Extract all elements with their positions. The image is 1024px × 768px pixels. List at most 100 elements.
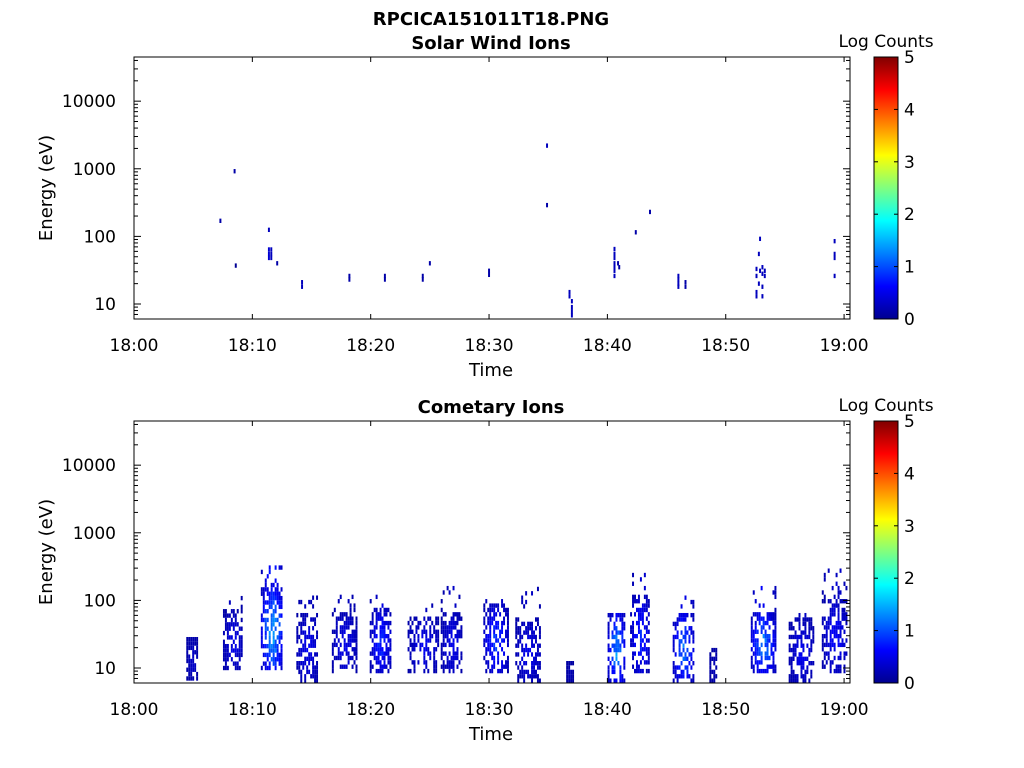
count-cell — [264, 661, 267, 666]
count-cell — [774, 594, 777, 600]
count-cell — [266, 609, 269, 614]
count-cell — [568, 678, 571, 683]
count-cell — [635, 668, 638, 674]
count-cell — [833, 647, 836, 652]
x-tick-label: 18:50 — [701, 700, 750, 720]
count-cell — [804, 621, 807, 627]
count-cell — [379, 638, 382, 643]
count-cell — [519, 626, 522, 631]
count-cell — [829, 638, 832, 643]
count-cell — [617, 639, 620, 644]
count-cell — [335, 629, 338, 634]
count-cell — [835, 572, 838, 578]
count-cell — [411, 642, 414, 648]
count-cell — [312, 634, 315, 640]
count-cell — [232, 639, 235, 644]
count-cell — [632, 581, 635, 586]
count-cell — [690, 630, 693, 635]
count-cell — [417, 625, 420, 630]
count-cell — [278, 604, 281, 610]
count-cell — [766, 620, 769, 626]
count-cell — [331, 664, 334, 669]
count-cell — [570, 661, 573, 666]
count-cell — [262, 591, 265, 596]
count-cell — [274, 587, 277, 592]
count-cell — [515, 621, 518, 627]
count-cell — [688, 639, 691, 644]
x-tick-label: 18:40 — [583, 336, 632, 356]
count-cell — [647, 612, 650, 617]
count-cell — [756, 664, 759, 669]
count-cell — [845, 616, 848, 621]
count-cell — [428, 261, 431, 266]
count-cell — [448, 660, 451, 665]
count-cell — [300, 599, 303, 605]
count-cell — [772, 616, 775, 621]
count-cell — [536, 617, 539, 622]
count-cell — [345, 664, 348, 669]
count-cell — [546, 202, 549, 208]
count-cell — [379, 664, 382, 669]
count-cell — [833, 255, 836, 261]
count-cell — [276, 587, 279, 592]
count-cell — [823, 651, 826, 656]
count-cell — [489, 642, 492, 648]
count-cell — [268, 661, 271, 666]
count-cell — [808, 634, 811, 640]
count-cell — [843, 668, 846, 674]
count-cell — [222, 630, 225, 636]
count-cell — [188, 654, 191, 659]
count-cell — [810, 643, 813, 648]
count-cell — [444, 651, 447, 656]
count-cell — [546, 143, 549, 148]
count-cell — [752, 633, 755, 639]
x-tick-label: 18:00 — [110, 336, 159, 356]
count-cell — [768, 612, 771, 617]
count-cell — [460, 655, 463, 661]
count-cell — [829, 647, 832, 652]
count-cell — [634, 642, 636, 648]
count-cell — [515, 630, 518, 635]
count-cell — [347, 620, 350, 626]
count-cell — [425, 647, 428, 652]
count-cell — [347, 642, 350, 648]
count-cell — [274, 648, 277, 653]
count-cell — [812, 630, 815, 635]
count-cell — [639, 651, 642, 656]
count-cell — [274, 657, 277, 662]
count-cell — [262, 652, 265, 658]
count-cell — [446, 625, 449, 630]
count-cell — [377, 642, 380, 648]
count-cell — [611, 665, 614, 670]
count-cell — [800, 665, 803, 670]
count-cell — [499, 642, 502, 648]
count-cell — [825, 633, 828, 639]
count-cell — [831, 625, 834, 630]
count-cell — [483, 642, 486, 648]
count-cell — [337, 599, 340, 604]
count-cell — [607, 656, 610, 661]
count-cell — [224, 661, 227, 666]
count-cell — [355, 647, 358, 652]
count-cell — [452, 647, 455, 652]
count-cell — [525, 643, 528, 648]
count-cell — [314, 621, 317, 627]
count-cell — [521, 599, 524, 605]
count-cell — [452, 625, 455, 630]
count-cell — [274, 565, 277, 570]
count-cell — [234, 665, 237, 671]
count-cell — [234, 648, 237, 653]
count-cell — [485, 625, 488, 630]
count-cell — [533, 634, 535, 640]
count-cell — [413, 668, 416, 674]
count-cell — [458, 633, 461, 639]
count-cell — [804, 626, 807, 631]
count-cell — [224, 665, 227, 671]
cometary-ions-colorbar — [873, 420, 899, 684]
count-cell — [343, 642, 346, 648]
count-cell — [373, 607, 376, 613]
count-cell — [260, 635, 263, 640]
count-cell — [519, 630, 522, 635]
count-cell — [615, 647, 618, 653]
count-cell — [234, 635, 237, 640]
